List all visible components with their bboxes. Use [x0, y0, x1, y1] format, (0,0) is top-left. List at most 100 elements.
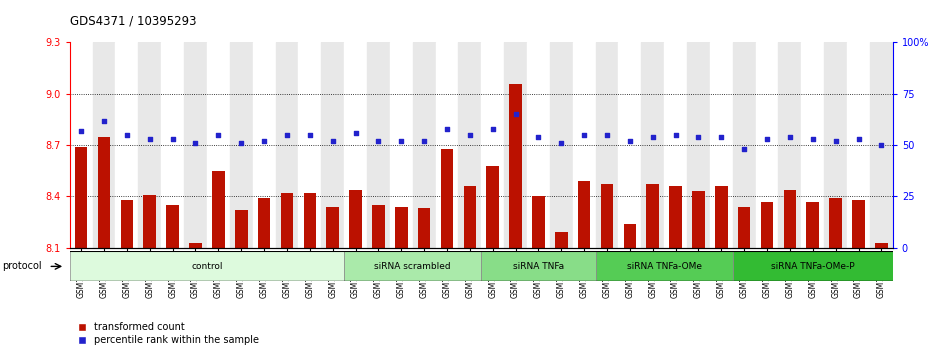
Bar — [555, 232, 567, 248]
Bar — [532, 196, 545, 248]
Point — [142, 136, 157, 142]
Bar — [573, 42, 595, 248]
Point — [393, 138, 408, 144]
Point — [577, 132, 591, 138]
Bar — [206, 42, 230, 248]
Bar — [458, 42, 481, 248]
Bar — [624, 224, 636, 248]
Bar — [367, 42, 390, 248]
Point — [440, 126, 455, 132]
Bar — [733, 42, 755, 248]
Bar — [687, 42, 710, 248]
Text: control: control — [192, 262, 222, 271]
Point — [233, 140, 248, 146]
Bar — [618, 42, 642, 248]
Bar — [344, 251, 482, 281]
Point — [348, 130, 363, 136]
Point — [508, 112, 523, 117]
Bar — [870, 42, 893, 248]
Point — [188, 140, 203, 146]
Bar — [390, 42, 413, 248]
Bar — [372, 205, 385, 248]
Point — [554, 140, 569, 146]
Bar — [510, 84, 522, 248]
Bar — [395, 207, 407, 248]
Point — [600, 132, 615, 138]
Bar — [253, 42, 275, 248]
Bar — [166, 205, 179, 248]
Bar — [847, 42, 870, 248]
Bar — [664, 42, 687, 248]
Bar — [802, 42, 824, 248]
Bar — [258, 198, 271, 248]
Bar — [189, 242, 202, 248]
Bar — [504, 42, 527, 248]
Point — [485, 126, 500, 132]
Bar — [98, 137, 111, 248]
Bar — [441, 149, 453, 248]
Bar — [710, 42, 733, 248]
Bar — [70, 251, 344, 281]
Bar — [486, 166, 499, 248]
Text: siRNA TNFa-OMe-P: siRNA TNFa-OMe-P — [771, 262, 855, 271]
Text: siRNA TNFa-OMe: siRNA TNFa-OMe — [627, 262, 701, 271]
Bar — [303, 193, 316, 248]
Point — [829, 138, 844, 144]
Bar — [344, 42, 367, 248]
Point — [280, 132, 295, 138]
Point — [851, 136, 866, 142]
Bar — [715, 186, 727, 248]
Point — [166, 136, 180, 142]
Bar — [413, 42, 435, 248]
Point — [714, 134, 729, 140]
Point — [302, 132, 317, 138]
Bar — [481, 251, 595, 281]
Bar — [75, 147, 87, 248]
Bar — [642, 42, 664, 248]
Legend: transformed count, percentile rank within the sample: transformed count, percentile rank withi… — [74, 319, 263, 349]
Point — [805, 136, 820, 142]
Point — [668, 132, 683, 138]
Bar — [755, 42, 778, 248]
Text: GDS4371 / 10395293: GDS4371 / 10395293 — [70, 14, 196, 27]
Bar — [778, 42, 802, 248]
Bar — [70, 42, 93, 248]
Bar — [595, 42, 618, 248]
Point — [782, 134, 797, 140]
Bar — [235, 210, 247, 248]
Bar — [527, 42, 550, 248]
Bar — [139, 42, 161, 248]
Point — [371, 138, 386, 144]
Bar — [692, 191, 705, 248]
Point — [737, 147, 751, 152]
Bar — [737, 207, 751, 248]
Bar — [595, 251, 733, 281]
Point — [119, 132, 134, 138]
Point — [97, 118, 112, 123]
Bar — [275, 42, 299, 248]
Bar — [230, 42, 253, 248]
Point — [645, 134, 660, 140]
Bar — [161, 42, 184, 248]
Bar — [824, 42, 847, 248]
Text: protocol: protocol — [2, 261, 42, 272]
Text: siRNA scrambled: siRNA scrambled — [375, 262, 451, 271]
Bar — [184, 42, 206, 248]
Point — [257, 138, 272, 144]
Bar — [601, 184, 613, 248]
Point — [531, 134, 546, 140]
Bar — [93, 42, 115, 248]
Bar — [435, 42, 458, 248]
Bar — [830, 198, 842, 248]
Bar — [852, 200, 865, 248]
Point — [417, 138, 432, 144]
Bar — [578, 181, 591, 248]
Point — [73, 128, 88, 133]
Bar — [299, 42, 321, 248]
Point — [874, 142, 889, 148]
Point — [326, 138, 340, 144]
Point — [691, 134, 706, 140]
Bar — [806, 202, 819, 248]
Point — [211, 132, 226, 138]
Point — [760, 136, 775, 142]
